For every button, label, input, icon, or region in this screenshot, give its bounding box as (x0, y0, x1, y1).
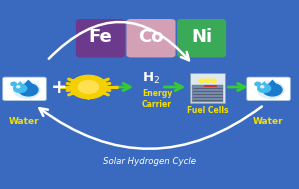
Text: +: + (51, 78, 67, 98)
Polygon shape (16, 81, 25, 86)
Text: Fuel Cells: Fuel Cells (187, 106, 228, 115)
FancyBboxPatch shape (192, 85, 223, 102)
Circle shape (14, 84, 27, 92)
FancyBboxPatch shape (177, 19, 226, 57)
FancyBboxPatch shape (247, 77, 290, 101)
Text: Fe: Fe (89, 28, 112, 46)
Circle shape (255, 82, 260, 86)
Text: Water: Water (253, 117, 284, 126)
Text: Water: Water (9, 117, 40, 126)
Text: H$_2$: H$_2$ (142, 71, 160, 86)
FancyBboxPatch shape (76, 19, 125, 57)
Circle shape (261, 86, 264, 88)
Polygon shape (260, 81, 269, 86)
Circle shape (78, 81, 99, 93)
FancyBboxPatch shape (126, 19, 176, 57)
FancyBboxPatch shape (190, 73, 225, 103)
Circle shape (211, 79, 216, 82)
Circle shape (14, 82, 40, 98)
Text: Energy
Carrier: Energy Carrier (142, 89, 172, 109)
Polygon shape (22, 80, 35, 87)
Text: Ni: Ni (191, 28, 212, 46)
Circle shape (258, 84, 271, 92)
Text: Co: Co (138, 28, 164, 46)
FancyArrowPatch shape (39, 106, 262, 149)
Text: Solar Hydrogen Cycle: Solar Hydrogen Cycle (103, 157, 196, 166)
Circle shape (263, 84, 282, 96)
Polygon shape (266, 80, 279, 87)
FancyArrowPatch shape (49, 22, 189, 60)
Circle shape (199, 79, 204, 82)
Circle shape (17, 86, 20, 88)
Circle shape (70, 75, 107, 99)
Circle shape (11, 82, 16, 86)
Circle shape (19, 84, 38, 96)
Circle shape (258, 82, 284, 98)
FancyBboxPatch shape (3, 77, 46, 101)
Circle shape (205, 79, 210, 82)
